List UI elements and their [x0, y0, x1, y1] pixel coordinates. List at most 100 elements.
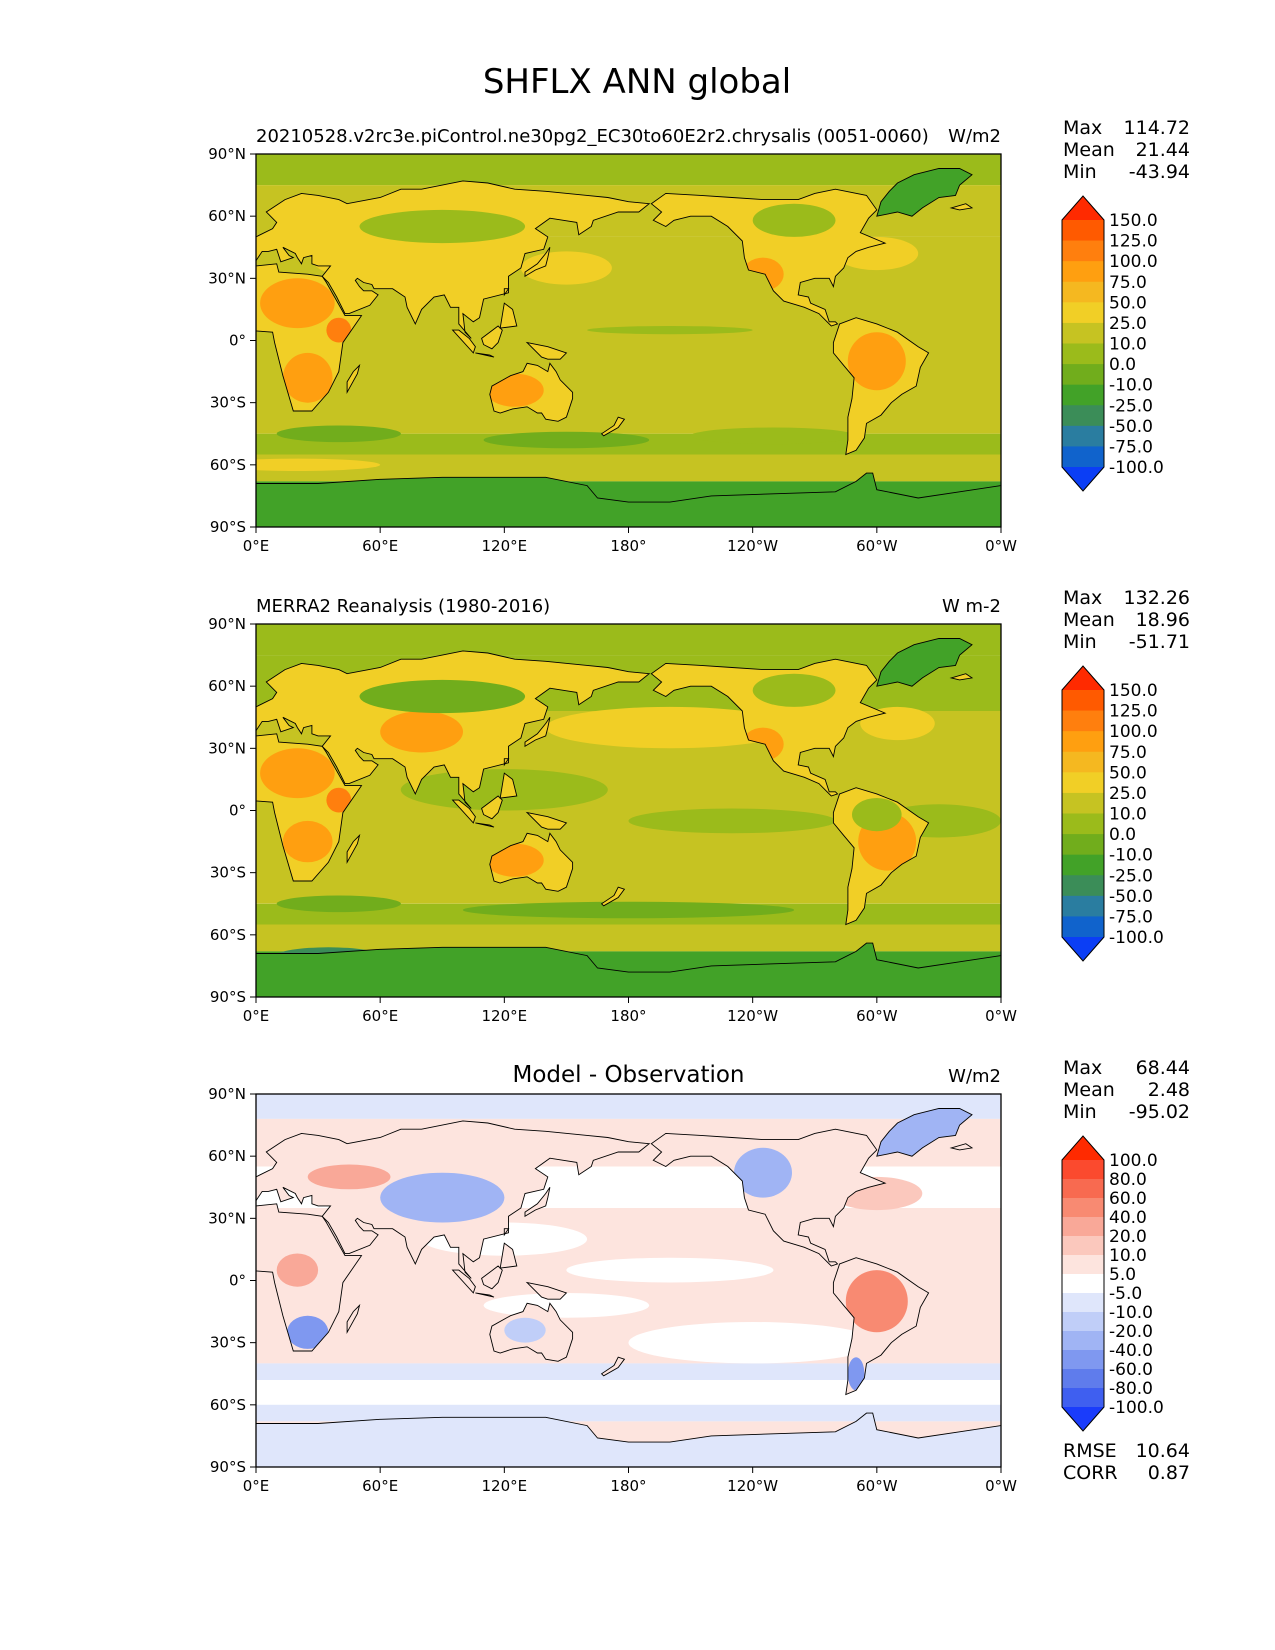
stat-value: 114.72: [1124, 117, 1190, 139]
stat-value: 21.44: [1136, 139, 1190, 161]
landmass: [347, 365, 360, 393]
land-anomaly: [282, 820, 333, 863]
colorbar-label: -80.0: [1109, 1379, 1153, 1399]
lat-tick-label: 30°N: [208, 739, 246, 757]
coastline: [650, 188, 887, 327]
coastlines: [256, 638, 1001, 997]
panels: 20210528.v2rc3e.piControl.ne30pg2_EC30to…: [208, 117, 1190, 1495]
colorbar-min-extend: [1062, 1407, 1104, 1431]
colorbar-outline: [1061, 1135, 1105, 1432]
ocean-band: [256, 1380, 1001, 1405]
extra-stat-label: CORR: [1063, 1462, 1118, 1484]
colorbar-swatch: [1062, 1236, 1104, 1256]
landmass: [256, 473, 1001, 527]
landmass: [525, 1187, 550, 1217]
land-anomaly: [852, 798, 902, 832]
colorbar-label: 100.0: [1109, 1151, 1158, 1171]
colorbar-swatch: [1062, 384, 1104, 406]
colorbar-label: 25.0: [1109, 314, 1147, 334]
land-anomaly: [847, 1357, 865, 1391]
lon-tick-label: 120°W: [727, 1477, 778, 1495]
coastlines: [256, 1108, 1001, 1467]
colorbar-label: 150.0: [1109, 681, 1158, 701]
stat-label: Mean: [1063, 609, 1115, 631]
ocean-anomaly: [483, 431, 650, 449]
colorbar-label: -60.0: [1109, 1360, 1153, 1380]
colorbar-label: 100.0: [1109, 252, 1158, 272]
colorbar-swatch: [1062, 343, 1104, 365]
coastline: [499, 302, 518, 329]
colorbar-label: 150.0: [1109, 211, 1158, 231]
stat-value: -95.02: [1129, 1101, 1190, 1123]
landmass: [527, 342, 567, 360]
coastline: [256, 700, 257, 702]
coastline: [489, 362, 574, 422]
lon-tick-label: 120°E: [482, 1477, 528, 1495]
coastline: [832, 787, 930, 926]
land-anomaly: [260, 278, 335, 329]
coastline: [256, 1412, 1001, 1467]
ocean-band: [256, 454, 1001, 482]
coastline: [256, 180, 651, 339]
colorbar-max-extend: [1062, 196, 1104, 220]
land-anomaly: [845, 1270, 908, 1333]
lat-tick-label: 90°N: [208, 1085, 246, 1103]
colorbar-min-extend: [1062, 937, 1104, 961]
coastline: [876, 168, 973, 217]
stat-label: Max: [1063, 587, 1102, 609]
extra-stat-value: 0.87: [1148, 1462, 1190, 1484]
colorbar-label: -40.0: [1109, 1341, 1153, 1361]
colorbar-label: 25.0: [1109, 784, 1147, 804]
colorbar-label: -75.0: [1109, 907, 1153, 927]
coastline: [503, 288, 510, 297]
colorbar-swatch: [1062, 751, 1104, 773]
colorbar-swatch: [1062, 281, 1104, 303]
lat-tick-label: 90°N: [208, 145, 246, 163]
stat-value: -43.94: [1129, 161, 1190, 183]
coastline: [481, 795, 503, 820]
land-anomaly: [307, 1164, 391, 1190]
panel-units: W/m2: [948, 126, 1001, 147]
colorbar-swatch: [1062, 1274, 1104, 1294]
lat-tick-label: 60°S: [210, 456, 246, 474]
coastline: [481, 1265, 503, 1290]
lon-tick-label: 60°W: [856, 1477, 898, 1495]
coastline: [499, 1242, 518, 1269]
colorbar-swatch: [1062, 1255, 1104, 1275]
land-anomaly: [734, 1147, 792, 1198]
ocean-anomaly: [462, 901, 795, 919]
coastline: [949, 1143, 974, 1151]
lat-tick-label: 90°S: [210, 518, 246, 536]
colorbar-swatch: [1062, 220, 1104, 242]
lat-tick-label: 60°S: [210, 926, 246, 944]
lon-tick-label: 0°W: [985, 537, 1017, 555]
colorbar-label: 0.0: [1109, 355, 1136, 375]
landmass: [347, 835, 360, 863]
ocean-anomaly: [276, 895, 401, 913]
lat-tick-label: 60°S: [210, 1396, 246, 1414]
landmass: [347, 1305, 360, 1333]
landmass: [246, 1160, 256, 1177]
colorbar-label: 40.0: [1109, 1208, 1147, 1228]
colorbar-outline: [1061, 665, 1105, 962]
landmass: [256, 1413, 1001, 1467]
coastline: [524, 717, 551, 748]
colorbar-label: -5.0: [1109, 1284, 1142, 1304]
coastline: [524, 247, 551, 278]
landmass: [500, 773, 517, 799]
ocean-anomaly: [483, 1293, 650, 1318]
lat-tick-label: 90°S: [210, 1458, 246, 1476]
map-diff: [246, 1094, 1001, 1467]
land-anomaly: [326, 787, 352, 813]
colorbar-label: 0.0: [1109, 825, 1136, 845]
colorbar-swatch: [1062, 1350, 1104, 1370]
stat-value: 18.96: [1136, 609, 1190, 631]
land-anomaly: [380, 711, 463, 753]
coastline: [600, 1356, 626, 1377]
colorbar-label: -10.0: [1109, 1303, 1153, 1323]
landmass: [256, 180, 650, 339]
stat-label: Min: [1063, 161, 1097, 183]
ocean-band: [256, 154, 1001, 186]
coastline: [346, 833, 361, 865]
panel-3: Model - Observation W/m2 0°E 60°E 120°E 180° 1…: [208, 1057, 1190, 1495]
